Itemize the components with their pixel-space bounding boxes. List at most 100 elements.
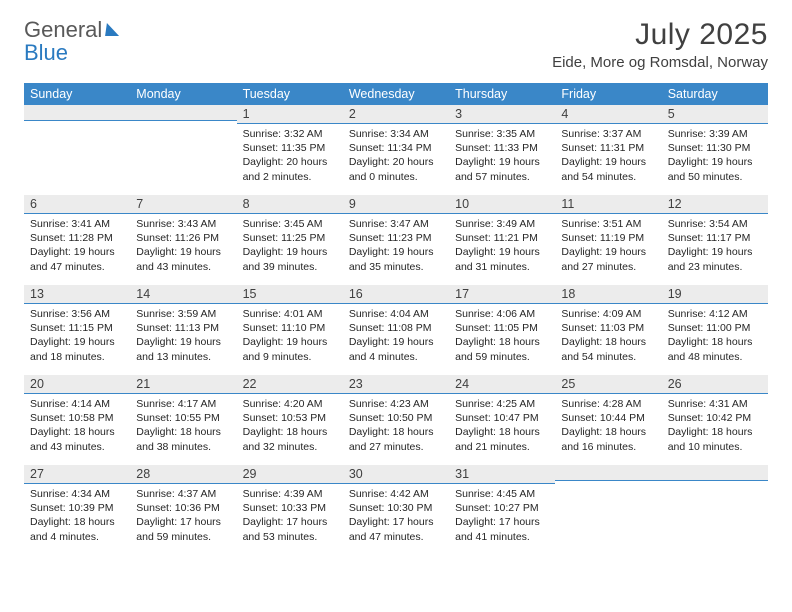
- day-number: 26: [662, 375, 768, 394]
- calendar-cell: 17Sunrise: 4:06 AMSunset: 11:05 PMDaylig…: [449, 285, 555, 375]
- sunset-text: Sunset: 10:44 PM: [561, 411, 655, 425]
- day-number: 28: [130, 465, 236, 484]
- day-number: 30: [343, 465, 449, 484]
- dayname: Tuesday: [237, 83, 343, 105]
- daylight-text: Daylight: 17 hours and 59 minutes.: [136, 515, 230, 543]
- sunrise-text: Sunrise: 4:04 AM: [349, 307, 443, 321]
- day-data: Sunrise: 4:20 AMSunset: 10:53 PMDaylight…: [237, 394, 343, 460]
- month-title: July 2025: [552, 18, 768, 52]
- calendar-cell: 22Sunrise: 4:20 AMSunset: 10:53 PMDaylig…: [237, 375, 343, 465]
- daylight-text: Daylight: 17 hours and 41 minutes.: [455, 515, 549, 543]
- daylight-text: Daylight: 19 hours and 54 minutes.: [561, 155, 655, 183]
- day-number: 13: [24, 285, 130, 304]
- daylight-text: Daylight: 19 hours and 9 minutes.: [243, 335, 337, 363]
- sunrise-text: Sunrise: 4:45 AM: [455, 487, 549, 501]
- day-number: [130, 105, 236, 121]
- sunrise-text: Sunrise: 4:01 AM: [243, 307, 337, 321]
- day-data: Sunrise: 3:39 AMSunset: 11:30 PMDaylight…: [662, 124, 768, 190]
- day-number: 14: [130, 285, 236, 304]
- day-number: 15: [237, 285, 343, 304]
- sunrise-text: Sunrise: 3:39 AM: [668, 127, 762, 141]
- sunrise-text: Sunrise: 3:49 AM: [455, 217, 549, 231]
- day-data: Sunrise: 4:17 AMSunset: 10:55 PMDaylight…: [130, 394, 236, 460]
- day-data: Sunrise: 4:06 AMSunset: 11:05 PMDaylight…: [449, 304, 555, 370]
- day-data: Sunrise: 4:23 AMSunset: 10:50 PMDaylight…: [343, 394, 449, 460]
- sunset-text: Sunset: 11:25 PM: [243, 231, 337, 245]
- daylight-text: Daylight: 18 hours and 27 minutes.: [349, 425, 443, 453]
- day-number: 16: [343, 285, 449, 304]
- calendar-cell: 7Sunrise: 3:43 AMSunset: 11:26 PMDayligh…: [130, 195, 236, 285]
- calendar-week: 20Sunrise: 4:14 AMSunset: 10:58 PMDaylig…: [24, 375, 768, 465]
- day-number: 25: [555, 375, 661, 394]
- sunrise-text: Sunrise: 3:34 AM: [349, 127, 443, 141]
- calendar-cell: 23Sunrise: 4:23 AMSunset: 10:50 PMDaylig…: [343, 375, 449, 465]
- calendar-cell: 20Sunrise: 4:14 AMSunset: 10:58 PMDaylig…: [24, 375, 130, 465]
- sunset-text: Sunset: 11:34 PM: [349, 141, 443, 155]
- dayname: Monday: [130, 83, 236, 105]
- calendar-cell: 19 Sunrise: 4:12 AMSunset: 11:00 PMDaylig…: [662, 285, 768, 375]
- calendar-cell: 1Sunrise: 3:32 AMSunset: 11:35 PMDayligh…: [237, 105, 343, 195]
- calendar-cell: [662, 465, 768, 555]
- day-number: 21: [130, 375, 236, 394]
- daylight-text: Daylight: 19 hours and 39 minutes.: [243, 245, 337, 273]
- daylight-text: Daylight: 19 hours and 13 minutes.: [136, 335, 230, 363]
- day-number: 19: [662, 285, 768, 304]
- daylight-text: Daylight: 19 hours and 43 minutes.: [136, 245, 230, 273]
- sunset-text: Sunset: 11:31 PM: [561, 141, 655, 155]
- day-number: 4: [555, 105, 661, 124]
- daylight-text: Daylight: 18 hours and 59 minutes.: [455, 335, 549, 363]
- calendar-week: 13Sunrise: 3:56 AMSunset: 11:15 PMDaylig…: [24, 285, 768, 375]
- sunset-text: Sunset: 11:19 PM: [561, 231, 655, 245]
- dayname: Thursday: [449, 83, 555, 105]
- sunset-text: Sunset: 10:42 PM: [668, 411, 762, 425]
- calendar-cell: 13Sunrise: 3:56 AMSunset: 11:15 PMDaylig…: [24, 285, 130, 375]
- sunset-text: Sunset: 11:30 PM: [668, 141, 762, 155]
- sunset-text: Sunset: 11:33 PM: [455, 141, 549, 155]
- sunset-text: Sunset: 11:21 PM: [455, 231, 549, 245]
- day-number: 29: [237, 465, 343, 484]
- sunrise-text: Sunrise: 3:32 AM: [243, 127, 337, 141]
- sunrise-text: Sunrise: 3:59 AM: [136, 307, 230, 321]
- calendar-cell: 18Sunrise: 4:09 AMSunset: 11:03 PMDaylig…: [555, 285, 661, 375]
- day-number: 2: [343, 105, 449, 124]
- brand-line1: General: [24, 18, 102, 41]
- calendar-cell: 8Sunrise: 3:45 AMSunset: 11:25 PMDayligh…: [237, 195, 343, 285]
- calendar-cell: 29Sunrise: 4:39 AMSunset: 10:33 PMDaylig…: [237, 465, 343, 555]
- sunrise-text: Sunrise: 3:45 AM: [243, 217, 337, 231]
- day-data: Sunrise: 4:28 AMSunset: 10:44 PMDaylight…: [555, 394, 661, 460]
- day-number: 20: [24, 375, 130, 394]
- sunset-text: Sunset: 11:28 PM: [30, 231, 124, 245]
- day-data: Sunrise: 4:39 AMSunset: 10:33 PMDaylight…: [237, 484, 343, 550]
- sunset-text: Sunset: 11:00 PM: [668, 321, 762, 335]
- day-data: Sunrise: 3:37 AMSunset: 11:31 PMDaylight…: [555, 124, 661, 190]
- daylight-text: Daylight: 18 hours and 48 minutes.: [668, 335, 762, 363]
- calendar-cell: [555, 465, 661, 555]
- day-data: Sunrise: 4:14 AMSunset: 10:58 PMDaylight…: [24, 394, 130, 460]
- daylight-text: Daylight: 19 hours and 57 minutes.: [455, 155, 549, 183]
- sunrise-text: Sunrise: 4:14 AM: [30, 397, 124, 411]
- sunrise-text: Sunrise: 3:56 AM: [30, 307, 124, 321]
- sunrise-text: Sunrise: 4:12 AM: [668, 307, 762, 321]
- day-data: Sunrise: 3:43 AMSunset: 11:26 PMDaylight…: [130, 214, 236, 280]
- calendar-cell: [24, 105, 130, 195]
- title-block: July 2025 Eide, More og Romsdal, Norway: [552, 18, 768, 71]
- sunrise-text: Sunrise: 4:23 AM: [349, 397, 443, 411]
- location-title: Eide, More og Romsdal, Norway: [552, 54, 768, 71]
- sunrise-text: Sunrise: 4:39 AM: [243, 487, 337, 501]
- day-data: Sunrise: 4:45 AMSunset: 10:27 PMDaylight…: [449, 484, 555, 550]
- day-data: Sunrise: 3:56 AMSunset: 11:15 PMDaylight…: [24, 304, 130, 370]
- brand-logo: General Blue: [24, 18, 120, 64]
- day-number: 11: [555, 195, 661, 214]
- sunset-text: Sunset: 11:35 PM: [243, 141, 337, 155]
- day-number: 9: [343, 195, 449, 214]
- sunset-text: Sunset: 10:58 PM: [30, 411, 124, 425]
- sunset-text: Sunset: 11:10 PM: [243, 321, 337, 335]
- day-data: Sunrise: 3:45 AMSunset: 11:25 PMDaylight…: [237, 214, 343, 280]
- calendar-cell: 14Sunrise: 3:59 AMSunset: 11:13 PMDaylig…: [130, 285, 236, 375]
- calendar-table: Sunday Monday Tuesday Wednesday Thursday…: [24, 83, 768, 555]
- sunset-text: Sunset: 11:08 PM: [349, 321, 443, 335]
- calendar-cell: [130, 105, 236, 195]
- sunrise-text: Sunrise: 4:25 AM: [455, 397, 549, 411]
- day-data: Sunrise: 4:34 AMSunset: 10:39 PMDaylight…: [24, 484, 130, 550]
- day-data: Sunrise: 4:09 AMSunset: 11:03 PMDaylight…: [555, 304, 661, 370]
